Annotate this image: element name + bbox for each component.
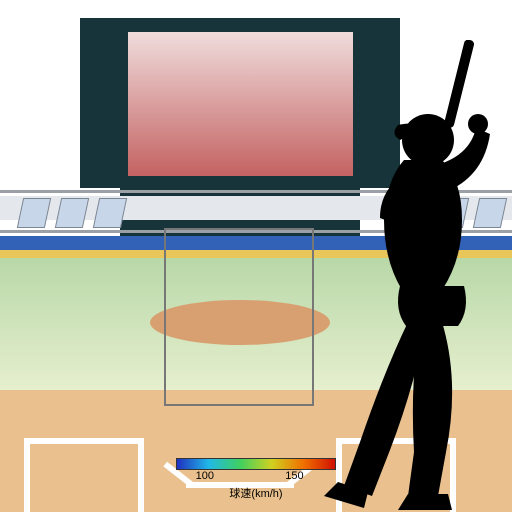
stand-window <box>55 198 89 228</box>
batters-box-line <box>24 438 144 444</box>
stand-window <box>93 198 127 228</box>
stand-window <box>17 198 51 228</box>
speed-tick: 100 <box>196 470 214 482</box>
strike-zone <box>164 228 314 406</box>
batters-box-line <box>24 438 30 512</box>
batters-box-line <box>138 438 144 512</box>
batter-icon <box>300 40 512 512</box>
pitch-location-scene: 100150 球速(km/h) <box>0 0 512 512</box>
batter-silhouette <box>300 40 512 512</box>
